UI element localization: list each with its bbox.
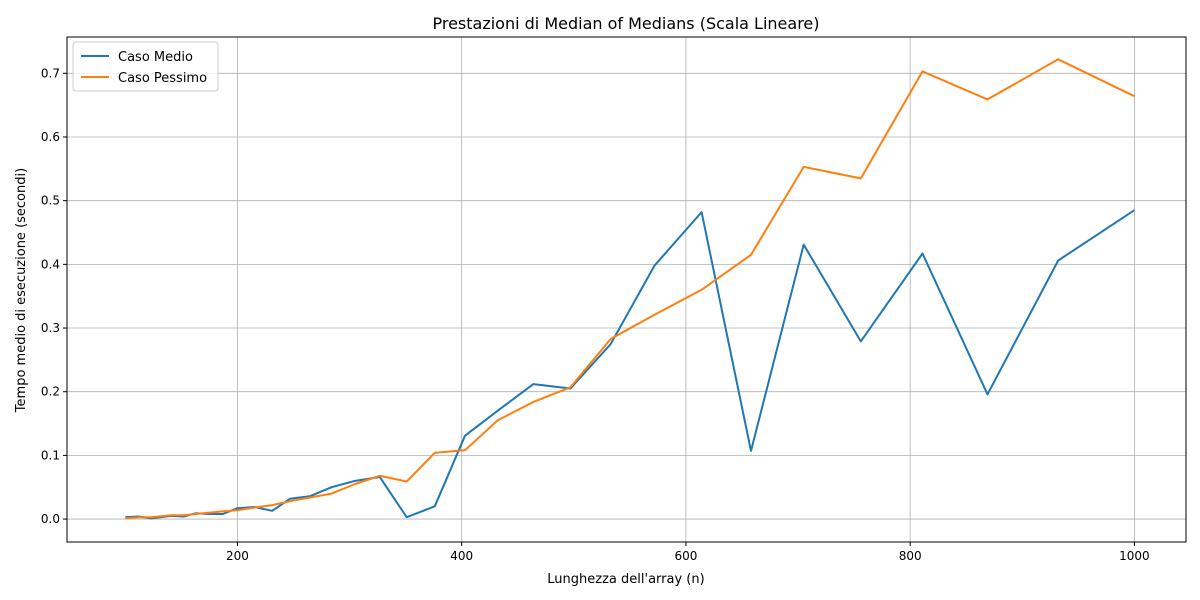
legend-label-caso-pessimo: Caso Pessimo [118,71,207,86]
legend: Caso Medio Caso Pessimo [72,41,219,92]
x-axis-ticks: 200 400 600 800 1000 [226,542,1150,563]
y-axis-label: Tempo medio di esecuzione (secondi) [14,168,29,413]
y-tick-label: 0.4 [41,257,60,271]
y-tick-label: 0.1 [41,448,60,462]
legend-box [72,41,219,92]
y-tick-label: 0.2 [41,385,60,399]
x-tick-label: 400 [450,549,473,563]
x-tick-label: 200 [226,549,249,563]
y-tick-label: 0.3 [41,321,60,335]
x-tick-label: 1000 [1119,549,1150,563]
y-tick-label: 0.6 [41,130,60,144]
grid [67,37,1186,542]
series-line-caso-pessimo [125,58,1135,520]
y-axis-ticks: 0.0 0.1 0.2 0.3 0.4 0.5 0.6 0.7 [41,66,67,526]
x-tick-label: 800 [899,549,922,563]
y-tick-label: 0.7 [41,66,60,80]
series-lines [125,58,1135,520]
y-tick-label: 0.0 [41,512,60,526]
y-tick-label: 0.5 [41,194,60,208]
x-axis-label: Lunghezza dell'array (n) [547,572,704,587]
plot-frame [66,36,1187,543]
x-tick-label: 600 [674,549,697,563]
chart-title: Prestazioni di Median of Medians (Scala … [432,14,819,33]
legend-label-caso-medio: Caso Medio [118,50,193,65]
